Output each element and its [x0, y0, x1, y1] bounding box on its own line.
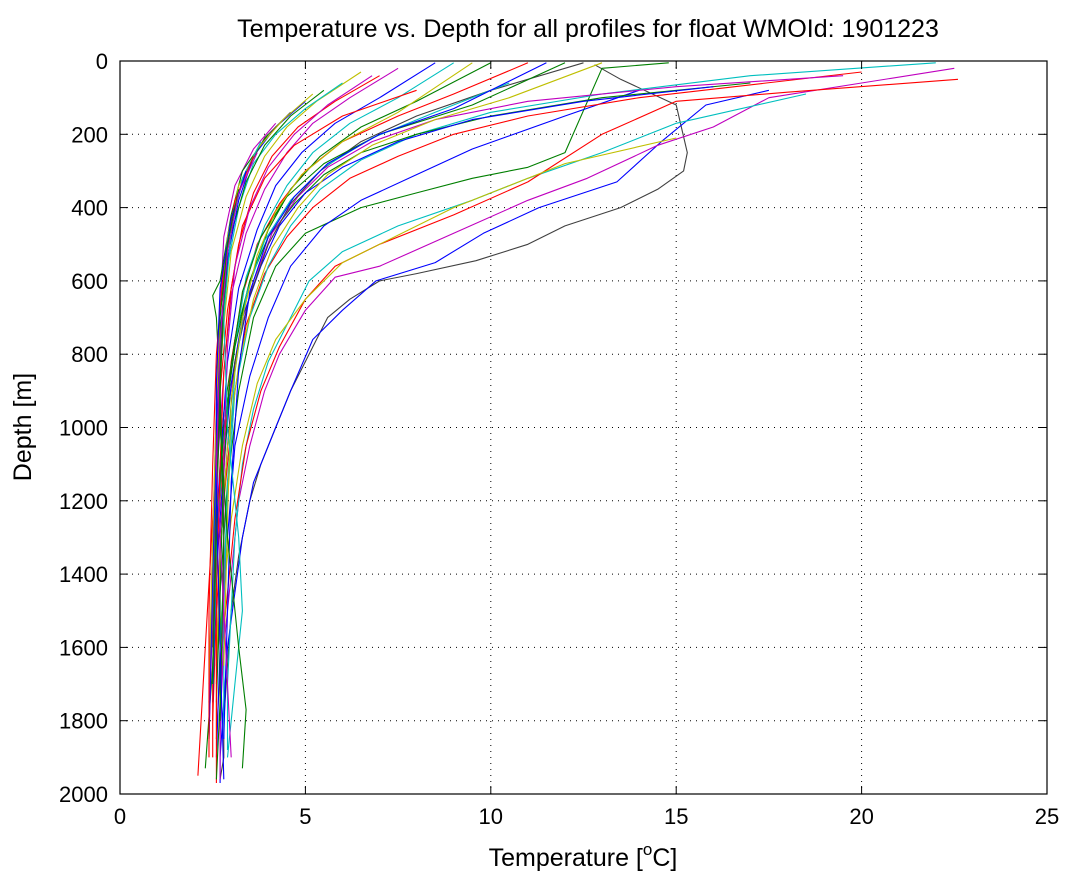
grid-lines	[120, 61, 1047, 794]
profile-line-5	[215, 78, 959, 740]
x-tick-label-20: 20	[849, 804, 873, 829]
profile-line-19	[208, 62, 436, 721]
x-tick-label-5: 5	[299, 804, 311, 829]
x-axis-label-superscript: o	[643, 840, 652, 859]
profile-line-32	[223, 62, 547, 740]
profile-series	[197, 62, 959, 783]
x-axis-label: Temperature [oC]	[489, 840, 678, 872]
x-tick-label-15: 15	[664, 804, 688, 829]
x-tick-label-25: 25	[1035, 804, 1059, 829]
profile-line-15	[215, 62, 603, 666]
x-axis-label-text: Temperature [	[489, 844, 643, 872]
y-axis-label: Depth [m]	[9, 373, 37, 481]
chart-title: Temperature vs. Depth for all profiles f…	[237, 15, 939, 43]
profile-line-37	[208, 156, 255, 758]
profile-line-9	[212, 71, 862, 721]
y-axis-ticks: 0 200 400 600 800 1000 1200 1400 1600 1800 2000	[59, 49, 1047, 807]
profile-line-38	[215, 170, 247, 780]
x-axis-label-unit: C]	[652, 844, 677, 872]
y-tick-label-1200: 1200	[59, 489, 108, 514]
y-tick-label-0: 0	[96, 49, 108, 74]
y-tick-label-2000: 2000	[59, 782, 108, 807]
y-tick-label-1600: 1600	[59, 635, 108, 660]
profile-line-35	[208, 93, 314, 685]
y-tick-label-800: 800	[71, 342, 108, 367]
profile-line-2	[219, 89, 770, 783]
profile-line-28	[215, 89, 417, 783]
profile-line-39	[219, 189, 247, 769]
x-tick-label-10: 10	[479, 804, 503, 829]
x-tick-label-0: 0	[114, 804, 126, 829]
y-tick-label-1800: 1800	[59, 709, 108, 734]
x-axis-ticks: 0 5 10 15 20 25	[114, 61, 1059, 829]
y-tick-label-400: 400	[71, 196, 108, 221]
y-tick-label-200: 200	[71, 122, 108, 147]
profile-line-4	[226, 93, 807, 750]
y-tick-label-600: 600	[71, 269, 108, 294]
y-tick-label-1000: 1000	[59, 416, 108, 441]
profile-line-40	[215, 152, 258, 758]
y-tick-label-1400: 1400	[59, 562, 108, 587]
profile-line-31	[223, 62, 473, 666]
